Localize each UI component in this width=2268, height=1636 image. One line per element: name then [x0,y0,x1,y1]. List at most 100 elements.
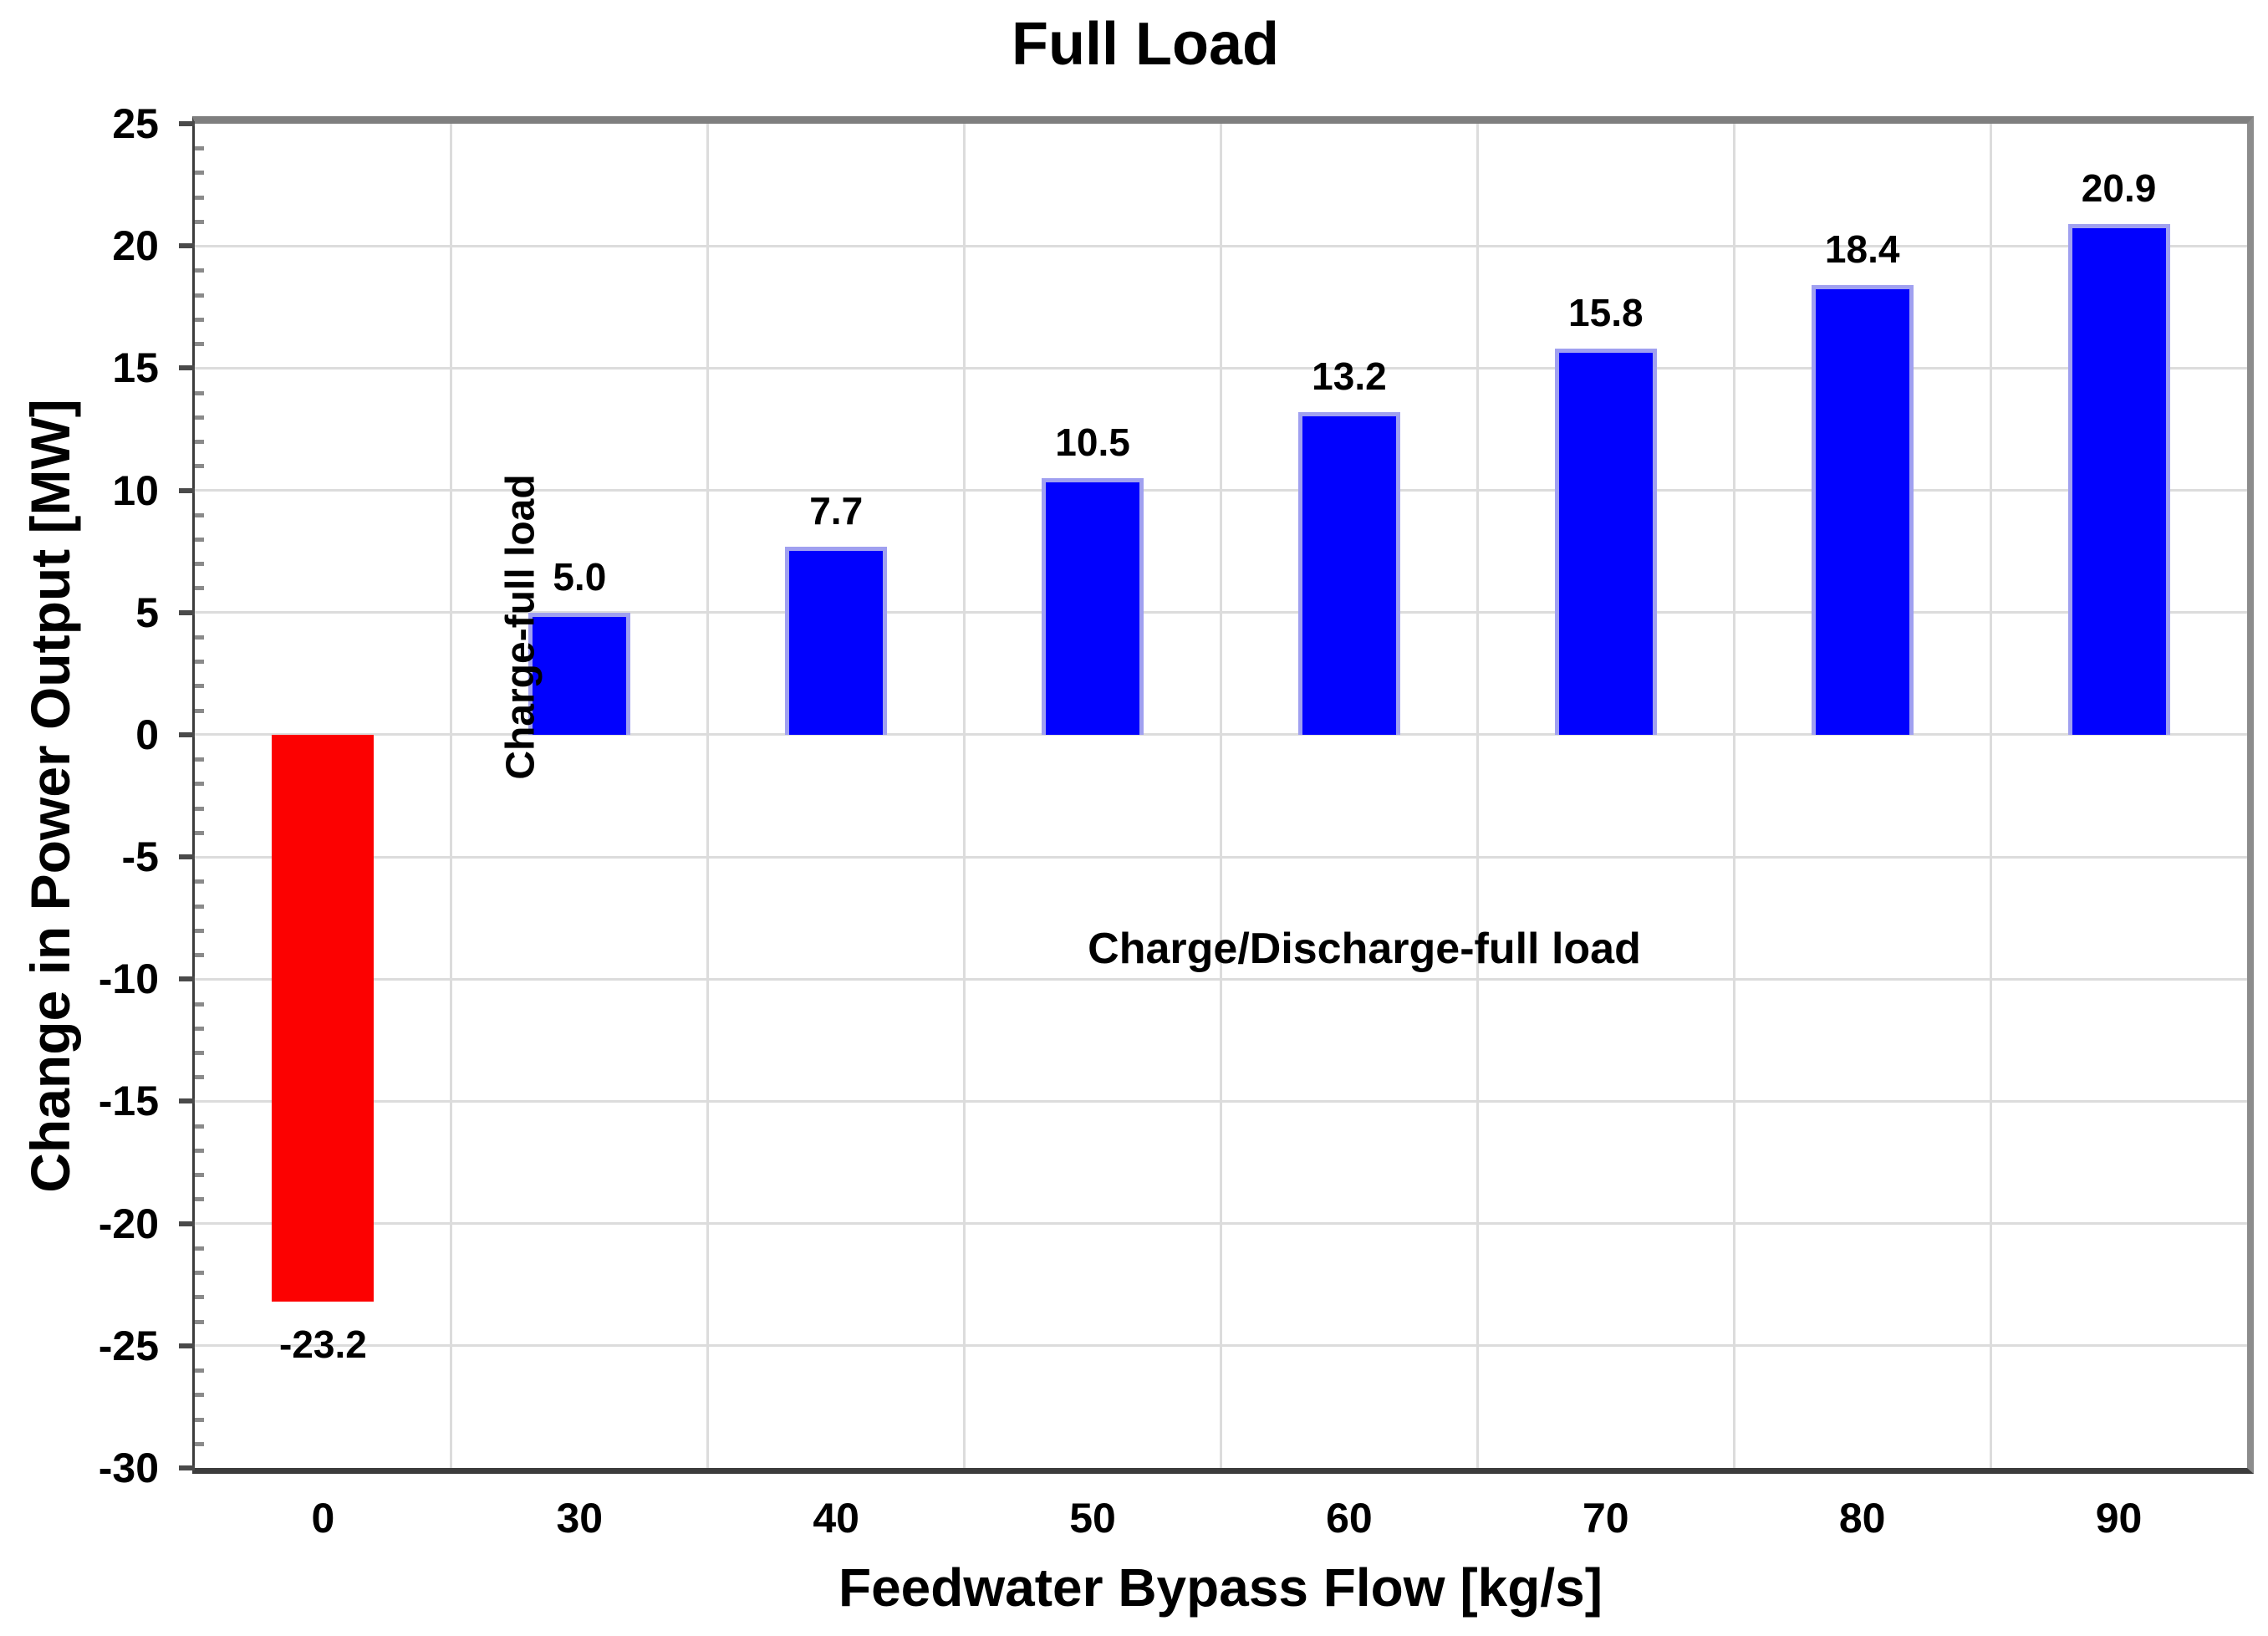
y-tick-label: 20 [112,222,159,270]
y-major-tick [179,121,195,126]
y-major-tick [179,609,195,615]
y-major-tick [179,487,195,493]
bar [272,734,375,1302]
x-tick-label: 70 [1583,1495,1629,1542]
y-minor-tick [195,879,204,884]
bar-value-label: 7.7 [809,488,864,533]
y-minor-tick [195,806,204,811]
x-axis-title: Feedwater Bypass Flow [kg/s] [838,1557,1603,1618]
y-minor-tick [195,146,204,151]
y-tick-label: 10 [112,466,159,514]
y-minor-tick [195,268,204,273]
y-minor-tick [195,317,204,322]
bar-value-label: 5.0 [553,554,607,599]
y-major-tick [179,1465,195,1470]
v-gridline [706,124,710,1468]
v-gridline [1220,124,1222,1468]
y-tick-label: -5 [121,833,159,881]
v-gridline [963,124,966,1468]
y-minor-tick [195,1271,204,1276]
y-minor-tick [195,1368,204,1374]
y-minor-tick [195,928,204,933]
y-minor-tick [195,415,204,420]
y-minor-tick [195,635,204,640]
y-minor-tick [195,1319,204,1324]
bar-value-label: 10.5 [1055,420,1130,464]
y-minor-tick [195,390,204,395]
y-minor-tick [195,757,204,762]
y-tick-label: 15 [112,344,159,392]
x-tick-label: 40 [813,1495,859,1542]
y-tick-label: 5 [135,589,159,636]
y-minor-tick [195,464,204,469]
y-tick-label: -30 [98,1445,159,1491]
bar-value-label: 13.2 [1312,354,1387,398]
y-minor-tick [195,708,204,713]
bar [1297,411,1400,735]
y-minor-tick [195,342,204,347]
v-gridline [1732,124,1735,1468]
bar [2067,223,2170,735]
y-minor-tick [195,1124,204,1129]
y-tick-label: -15 [98,1078,159,1125]
y-major-tick [179,365,195,371]
y-minor-tick [195,171,204,176]
y-minor-tick [195,440,204,445]
y-minor-tick [195,1075,204,1080]
x-tick-label: 60 [1326,1495,1373,1542]
y-minor-tick [195,782,204,787]
y-axis-title: Change in Power Output [MW] [19,399,81,1193]
y-tick-label: 0 [135,711,159,758]
y-tick-label: -20 [98,1200,159,1247]
y-minor-tick [195,1173,204,1178]
y-minor-tick [195,195,204,200]
y-tick-label: -10 [98,956,159,1003]
bar-value-label: 18.4 [1824,227,1900,271]
y-minor-tick [195,953,204,958]
bar [1042,477,1144,735]
y-major-tick [179,976,195,982]
x-tick-label: 0 [311,1495,335,1542]
y-minor-tick [195,1197,204,1202]
y-minor-tick [195,684,204,689]
y-minor-tick [195,512,204,517]
y-minor-tick [195,1246,204,1251]
y-minor-tick [195,1026,204,1031]
y-minor-tick [195,1001,204,1007]
y-minor-tick [195,1148,204,1153]
y-major-tick [179,731,195,737]
v-gridline [450,124,453,1468]
y-minor-tick [195,562,204,567]
y-tick-label: -25 [98,1322,159,1369]
x-tick-label: 30 [556,1495,604,1542]
y-minor-tick [195,1295,204,1300]
y-minor-tick [195,904,204,909]
bar [1554,348,1657,735]
bar [785,546,888,735]
y-minor-tick [195,660,204,665]
y-minor-tick [195,293,204,298]
annotation-charge-full-load: Charge-full load [498,474,543,780]
y-major-tick [179,1343,195,1348]
x-tick-label: 90 [2095,1495,2143,1542]
plot-area: Charge-full load -23.2 5.0 7.7 10.5 13.2 15.8… [192,116,2254,1474]
y-minor-tick [195,1050,204,1055]
chart-title: Full Load [1012,11,1279,78]
y-minor-tick [195,538,204,543]
y-minor-tick [195,219,204,224]
v-gridline [1989,124,1992,1468]
annotation-charge-discharge-full-load: Charge/Discharge-full load [1088,925,1641,973]
y-minor-tick [195,830,204,835]
y-tick-label: 25 [112,100,159,147]
bar-value-label: -23.2 [279,1323,367,1367]
y-minor-tick [195,1417,204,1422]
bar [528,612,631,735]
y-major-tick [179,1098,195,1104]
bar-value-label: 15.8 [1568,290,1644,334]
bar [1811,284,1914,735]
x-tick-label: 80 [1838,1495,1886,1542]
bar-value-label: 20.9 [2081,166,2157,210]
y-major-tick [179,243,195,249]
y-minor-tick [195,586,204,591]
